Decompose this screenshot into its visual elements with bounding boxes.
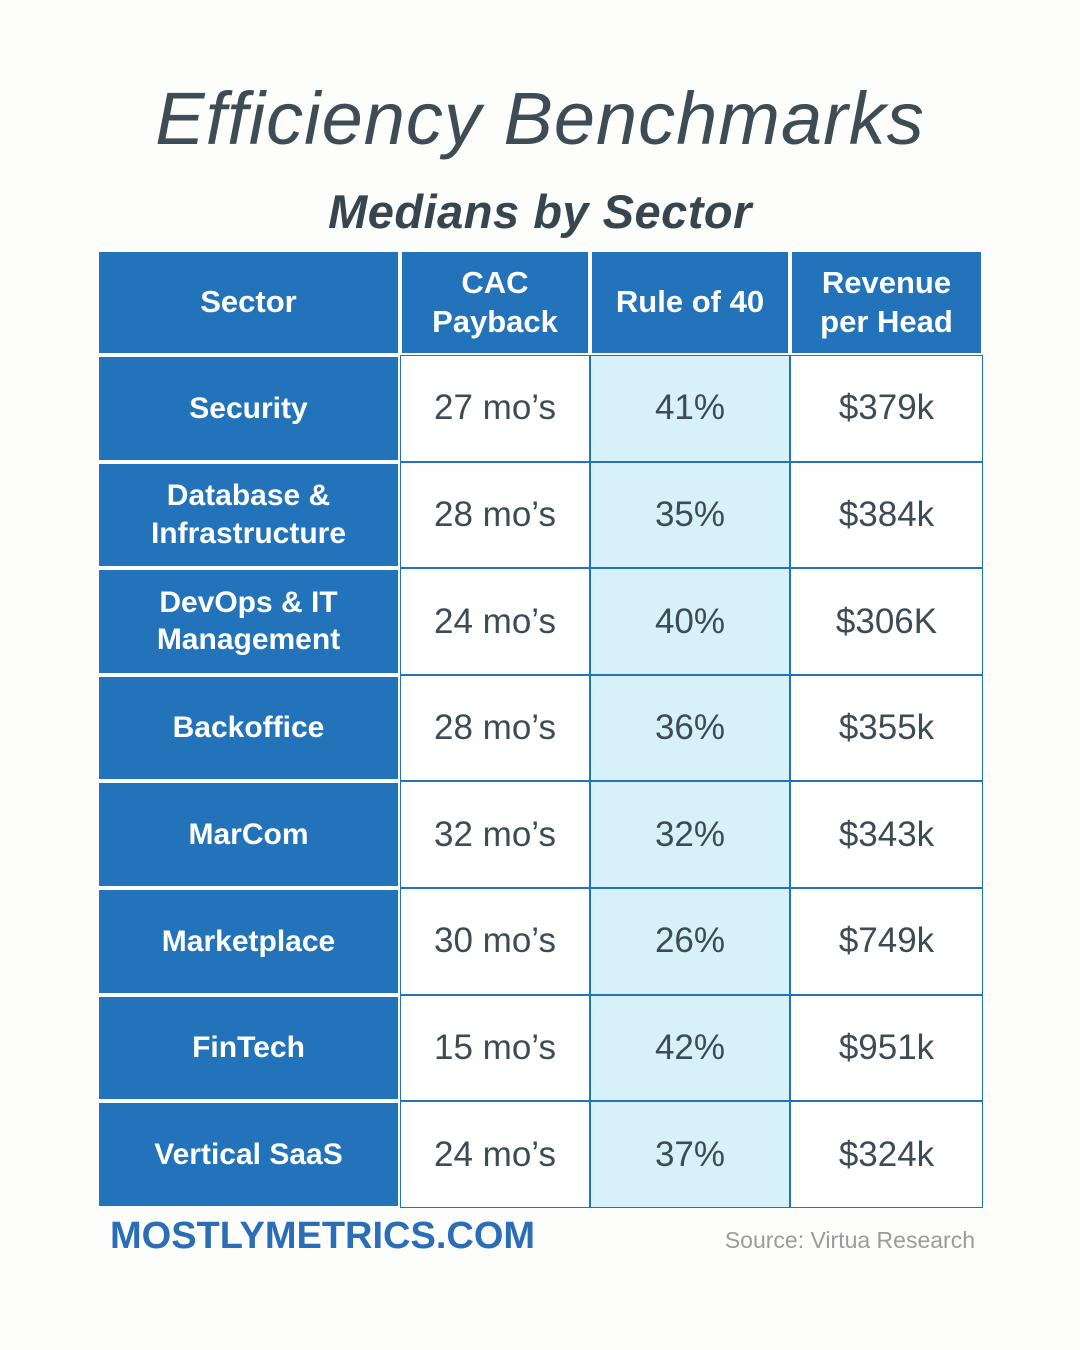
sector-label: FinTech <box>97 994 400 1102</box>
cac-payback-value: 32 mo’s <box>400 781 590 888</box>
cac-payback-value: 30 mo’s <box>400 887 590 995</box>
brand-wordmark: MOSTLYMETRICS.COM <box>110 1215 536 1257</box>
column-header-cac-payback: CAC Payback <box>400 250 590 355</box>
column-header-revenue-per-head: Revenue per Head <box>790 250 983 355</box>
sector-label: MarCom <box>97 781 400 888</box>
revenue-per-head-value: $384k <box>790 461 983 569</box>
rule-of-40-value: 32% <box>590 781 790 888</box>
sector-label: Security <box>97 355 400 462</box>
rule-of-40-value: 40% <box>590 568 790 675</box>
cac-payback-value: 28 mo’s <box>400 461 590 569</box>
column-header-rule-of-40: Rule of 40 <box>590 250 790 355</box>
rule-of-40-value: 41% <box>590 355 790 462</box>
rule-of-40-value: 42% <box>590 994 790 1102</box>
benchmarks-table: Sector CAC Payback Rule of 40 Revenue pe… <box>97 250 983 1208</box>
cac-payback-value: 28 mo’s <box>400 674 590 782</box>
rule-of-40-value: 36% <box>590 674 790 782</box>
cac-payback-value: 27 mo’s <box>400 355 590 462</box>
sector-label: Backoffice <box>97 674 400 782</box>
page-subtitle: Medians by Sector <box>328 185 752 238</box>
rule-of-40-value: 37% <box>590 1101 790 1208</box>
sector-label: Database & Infrastructure <box>97 461 400 569</box>
page-title: Efficiency Benchmarks <box>155 77 925 160</box>
cac-payback-value: 24 mo’s <box>400 1101 590 1208</box>
cac-payback-value: 15 mo’s <box>400 994 590 1102</box>
cac-payback-value: 24 mo’s <box>400 568 590 675</box>
revenue-per-head-value: $324k <box>790 1101 983 1208</box>
column-header-sector: Sector <box>97 250 400 355</box>
revenue-per-head-value: $951k <box>790 994 983 1102</box>
revenue-per-head-value: $355k <box>790 674 983 782</box>
sector-label: Marketplace <box>97 887 400 995</box>
revenue-per-head-value: $343k <box>790 781 983 888</box>
source-attribution: Source: Virtua Research <box>724 1227 975 1253</box>
rule-of-40-value: 35% <box>590 461 790 569</box>
revenue-per-head-value: $749k <box>790 887 983 995</box>
rule-of-40-value: 26% <box>590 887 790 995</box>
sector-label: DevOps & IT Management <box>97 568 400 675</box>
sector-label: Vertical SaaS <box>97 1101 400 1208</box>
revenue-per-head-value: $379k <box>790 355 983 462</box>
revenue-per-head-value: $306K <box>790 568 983 675</box>
